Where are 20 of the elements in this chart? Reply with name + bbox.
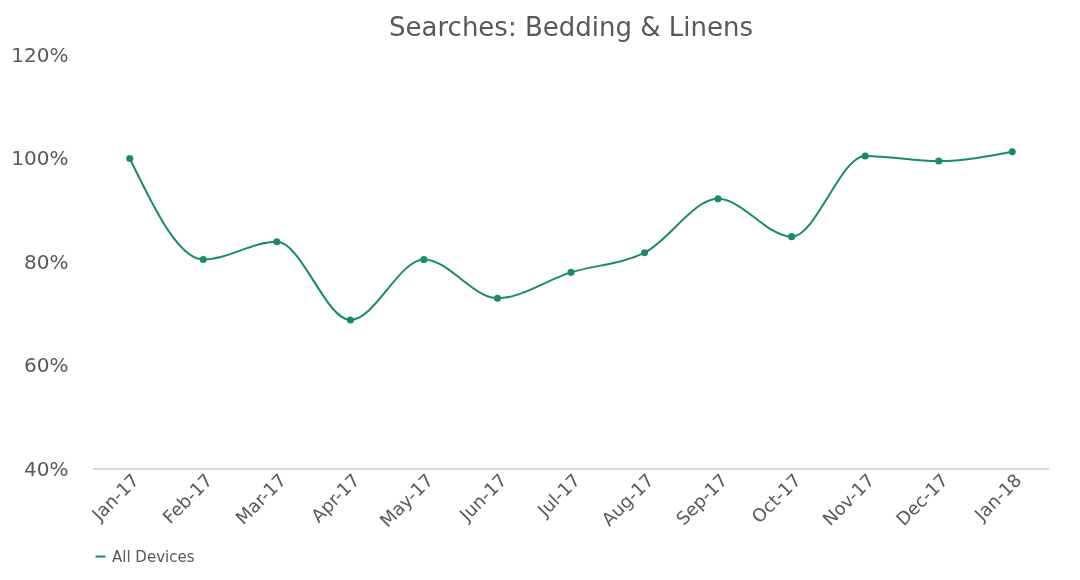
point xyxy=(346,316,354,324)
point xyxy=(567,268,575,276)
point xyxy=(861,152,869,160)
point xyxy=(641,249,649,257)
legend-label: All Devices xyxy=(112,547,195,566)
y-tick-label: 100% xyxy=(11,146,69,170)
y-tick-label: 80% xyxy=(24,249,69,274)
point xyxy=(714,195,722,203)
point xyxy=(1008,148,1016,156)
point xyxy=(199,255,207,263)
y-tick-label: 40% xyxy=(24,456,69,481)
y-tick-label: 60% xyxy=(24,353,69,377)
point xyxy=(420,255,428,263)
point xyxy=(126,154,134,163)
point xyxy=(788,233,796,241)
point xyxy=(273,238,281,246)
point xyxy=(935,157,943,165)
point xyxy=(493,294,501,302)
y-tick-label: 120% xyxy=(11,42,69,67)
chart-title: Searches: Bedding & Linens xyxy=(389,12,753,42)
